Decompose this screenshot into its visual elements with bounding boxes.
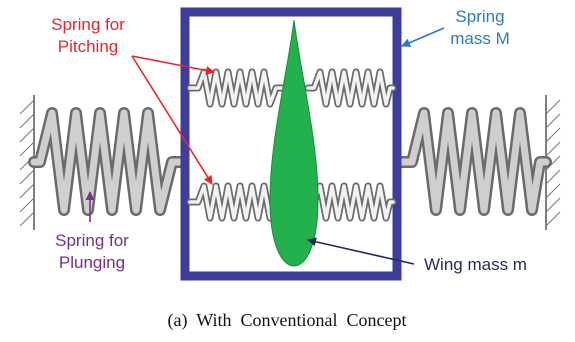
plunge-spring-label-line1: Spring for <box>55 231 129 250</box>
wing-mass-label: Wing mass m <box>424 255 527 274</box>
pitch-spring-label-line2: Pitching <box>58 37 118 56</box>
wing-mass-arrow <box>307 237 415 265</box>
pitch-arrow-lower <box>131 55 213 185</box>
plunge-spring-label-line2: Plunging <box>59 253 125 272</box>
plunging-spring-left <box>28 107 190 216</box>
spring-mass-label-line1: Spring <box>455 7 504 26</box>
spring-mass-arrow <box>401 27 445 47</box>
pitching-spring-lower <box>186 182 397 222</box>
figure-caption: (a) With Conventional Concept <box>168 310 407 331</box>
pitch-spring-label-line1: Spring for <box>51 15 125 34</box>
pitching-spring-upper <box>186 68 397 108</box>
pitch-arrow-upper <box>131 55 215 75</box>
right-wall <box>545 95 561 230</box>
plunging-spring-right <box>394 107 552 216</box>
wing-shape <box>269 19 319 267</box>
spring-mass-label-line2: mass M <box>450 29 510 48</box>
